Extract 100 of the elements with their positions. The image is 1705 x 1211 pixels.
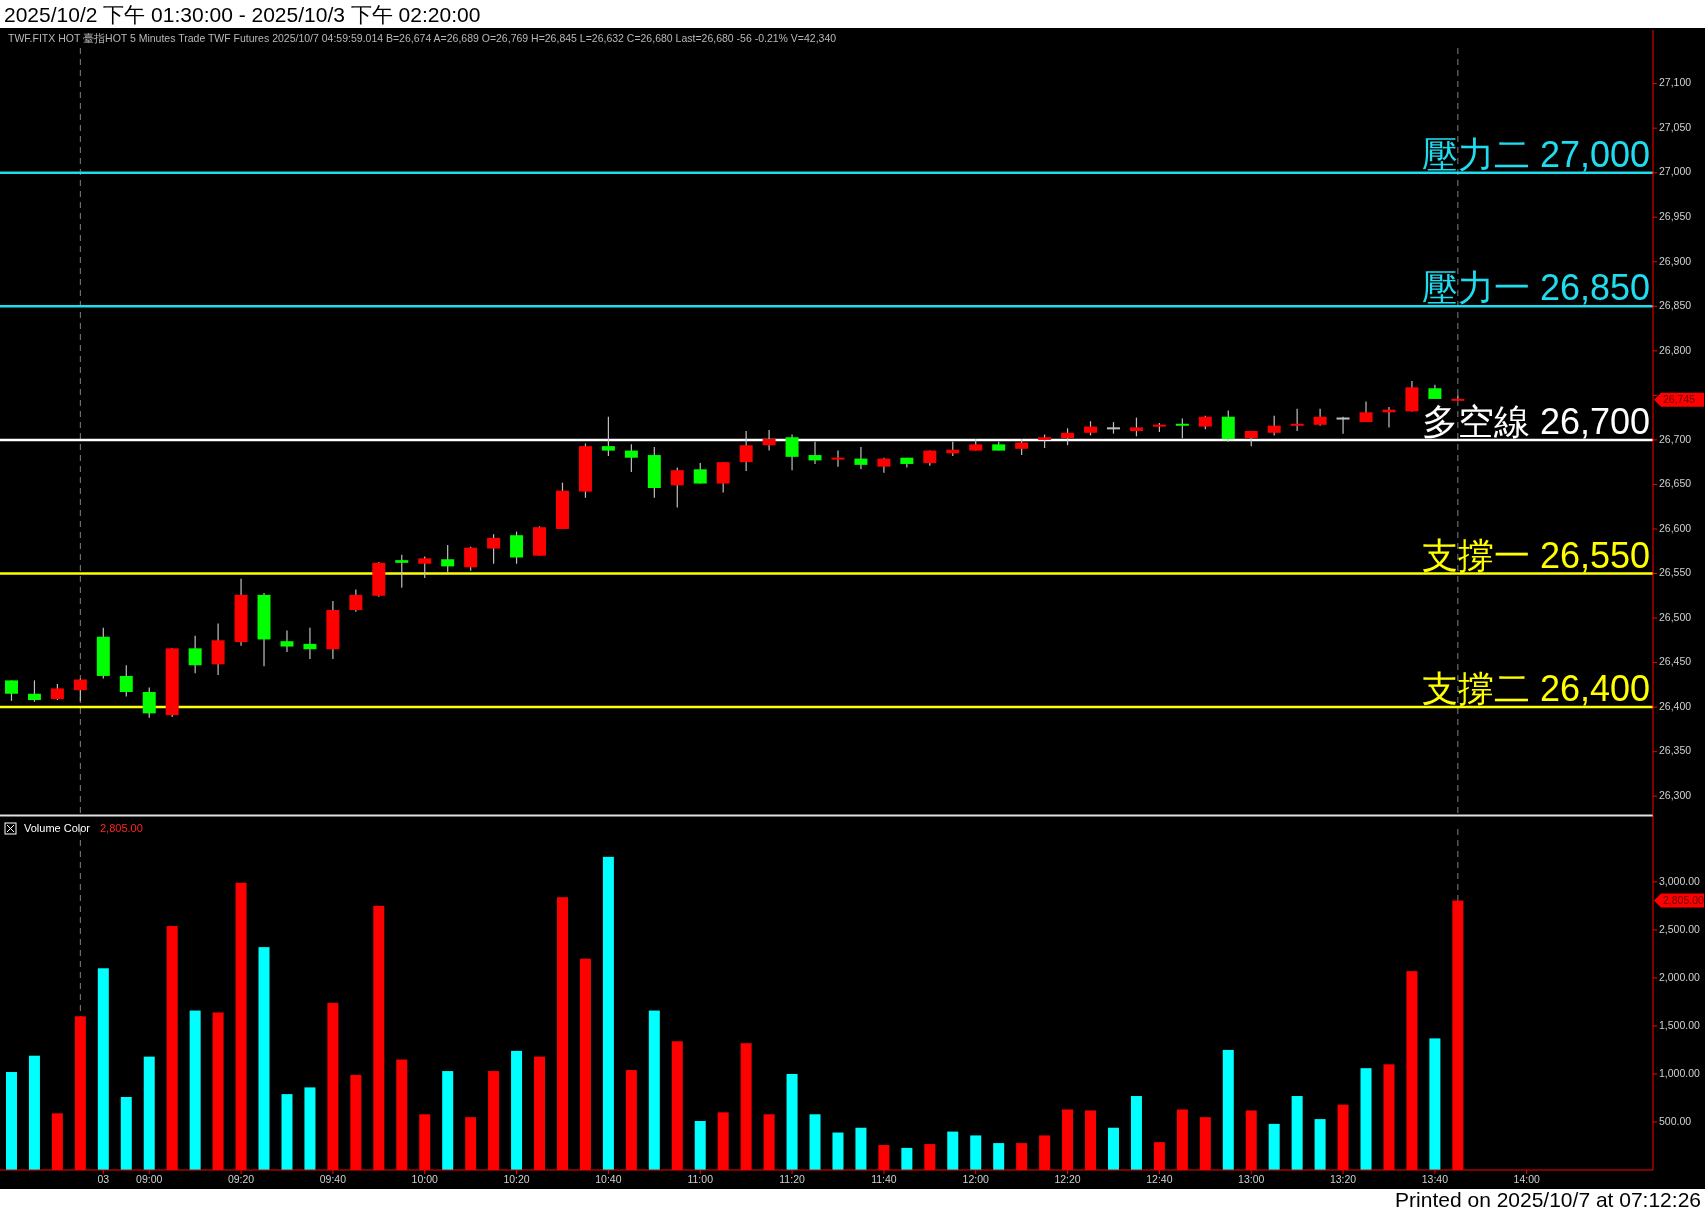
candlestick xyxy=(1313,408,1327,427)
y-tick-label: 26,450 xyxy=(1659,655,1692,668)
y-tick-label: 1,000.00 xyxy=(1659,1066,1701,1079)
x-tick-label: 10:40 xyxy=(595,1172,622,1185)
y-tick-label: 26,300 xyxy=(1659,788,1692,801)
y-tick-label: 26,650 xyxy=(1659,477,1692,490)
x-tick-label: 12:40 xyxy=(1146,1172,1173,1185)
bar xyxy=(258,947,270,1170)
y-tick-label: 500.00 xyxy=(1659,1114,1692,1127)
candlestick xyxy=(487,533,501,565)
bar xyxy=(442,1071,454,1170)
ref-line-label: 支撐二 26,400 xyxy=(1421,668,1650,710)
candlestick xyxy=(1267,415,1281,437)
y-tick-label: 26,800 xyxy=(1659,343,1692,356)
bar xyxy=(1360,1068,1372,1170)
x-tick-label: 11:20 xyxy=(779,1172,805,1185)
candlestick xyxy=(4,679,18,702)
bar xyxy=(970,1135,982,1170)
chart-subtitle: 2,805.00 xyxy=(100,822,143,834)
candlestick xyxy=(73,678,87,702)
y-tick-label: 27,100 xyxy=(1659,76,1692,89)
bar xyxy=(602,856,614,1170)
candlestick xyxy=(1175,417,1189,439)
x-tick-label: 13:20 xyxy=(1329,1172,1357,1185)
y-tick-label: 26,500 xyxy=(1659,610,1692,623)
candlestick xyxy=(1221,409,1235,443)
y-tick-label: 2,500.00 xyxy=(1659,922,1701,935)
candlestick xyxy=(1290,408,1304,432)
bar xyxy=(5,1072,17,1170)
candlestick xyxy=(693,462,707,485)
x-tick-label: 13:40 xyxy=(1421,1172,1449,1185)
x-tick-label: 03 xyxy=(97,1172,110,1185)
y-tick-label: 1,500.00 xyxy=(1659,1018,1701,1031)
x-tick-label: 14:00 xyxy=(1513,1172,1541,1185)
candlestick xyxy=(808,441,822,465)
candlestick xyxy=(303,627,317,660)
bar xyxy=(648,1010,660,1170)
bar xyxy=(143,1056,155,1170)
text: 2,805.00 xyxy=(1663,893,1705,906)
candlestick xyxy=(1129,417,1143,437)
candlestick xyxy=(142,686,156,719)
bar xyxy=(1268,1123,1280,1170)
bar xyxy=(511,1050,523,1170)
candlestick xyxy=(1451,394,1465,402)
bar xyxy=(786,1073,798,1170)
bar xyxy=(1291,1096,1303,1170)
chart-title: 2025/10/2 下午 01:30:00 - 2025/10/3 下午 02:20:00 xyxy=(4,3,481,26)
y-tick-label: 26,550 xyxy=(1659,566,1692,579)
bar xyxy=(1107,1127,1119,1170)
bar xyxy=(832,1132,844,1170)
y-tick-label: 26,850 xyxy=(1659,299,1692,312)
x-tick-label: 13:00 xyxy=(1238,1172,1265,1185)
y-tick-label: 27,000 xyxy=(1659,165,1692,178)
bar xyxy=(1130,1096,1142,1170)
candlestick xyxy=(119,664,133,698)
candlestick xyxy=(624,443,638,473)
chart-title: Volume Color xyxy=(24,822,91,834)
x-tick-label: 09:20 xyxy=(227,1172,255,1185)
candlestick xyxy=(349,588,363,613)
chart-subtitle: TWF.FITX HOT 臺指HOT 5 Minutes Trade TWF Futures 2025/10/7 04:59:59.014 B=26,674 A=26,689 O=26,769 H=26,845 L=26,632 C=26,680 Last=26,680 -56 -0.21% V=42,340 xyxy=(8,32,837,44)
candlestick xyxy=(762,429,776,452)
candlestick xyxy=(831,450,845,468)
candlestick xyxy=(510,531,524,565)
bar xyxy=(304,1087,316,1170)
ref-line-label: 支撐一 26,550 xyxy=(1421,534,1650,576)
y-tick-label: 26,350 xyxy=(1659,744,1692,757)
ref-line-label: 多空線 26,700 xyxy=(1421,400,1650,442)
y-tick-label: 3,000.00 xyxy=(1659,874,1701,887)
bar xyxy=(1222,1049,1234,1170)
x-tick-label: 09:00 xyxy=(136,1172,163,1185)
bar xyxy=(855,1127,867,1170)
bar xyxy=(120,1097,132,1170)
candlestick xyxy=(739,430,753,472)
candlestick xyxy=(601,416,615,457)
x-tick-label: 11:00 xyxy=(687,1172,714,1185)
x-tick-label: 11:40 xyxy=(871,1172,897,1185)
bar xyxy=(993,1143,1005,1170)
y-tick-label: 26,900 xyxy=(1659,254,1692,267)
x-tick-label: 12:20 xyxy=(1054,1172,1081,1185)
x-tick-label: 10:20 xyxy=(503,1172,530,1185)
bar xyxy=(1314,1119,1326,1170)
candlestick xyxy=(418,555,432,579)
candlestick xyxy=(670,466,684,509)
bar xyxy=(97,968,109,1170)
bar xyxy=(281,1094,293,1170)
x-tick-label: 12:00 xyxy=(962,1172,990,1185)
x-tick-label: 10:00 xyxy=(411,1172,439,1185)
bar xyxy=(947,1131,959,1170)
candlestick xyxy=(395,554,409,589)
ref-line-label: 壓力二 27,000 xyxy=(1421,133,1650,175)
bar xyxy=(28,1055,40,1170)
bar xyxy=(189,1010,201,1170)
candlestick xyxy=(188,635,202,674)
ref-line-label: 壓力一 26,850 xyxy=(1421,267,1650,309)
y-tick-label: 26,700 xyxy=(1659,432,1692,445)
candlestick xyxy=(464,546,478,572)
y-tick-label: 26,950 xyxy=(1659,210,1692,223)
y-tick-label: 27,050 xyxy=(1659,120,1692,133)
candlestick xyxy=(716,461,730,494)
candlestick xyxy=(280,629,294,653)
